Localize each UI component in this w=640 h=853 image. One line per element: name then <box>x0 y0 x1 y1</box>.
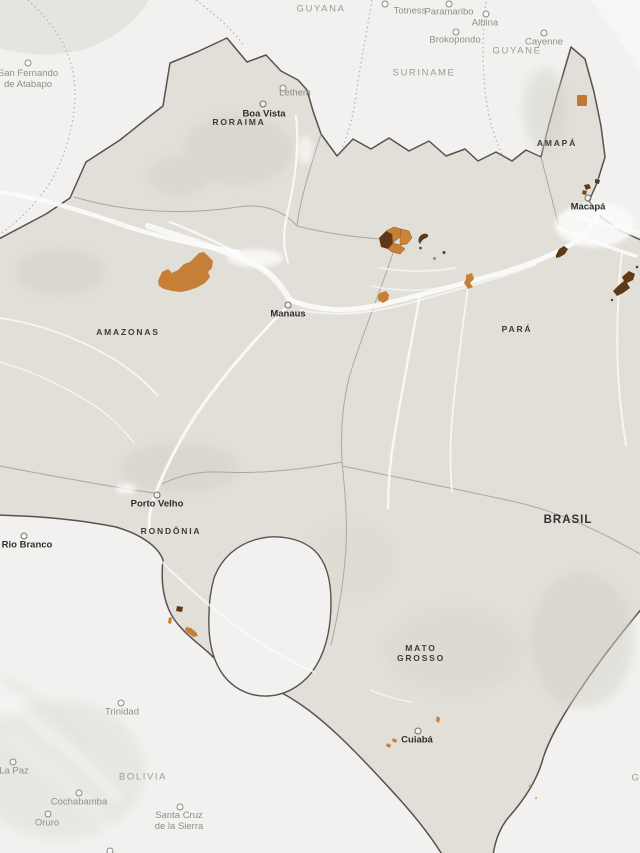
patch-cluster-brown <box>379 231 393 249</box>
patch-dot <box>635 265 639 269</box>
patch-rondonia-brown <box>176 606 183 612</box>
foreign-relief-northwest <box>0 0 149 55</box>
patch-dot <box>442 251 446 254</box>
patch-orange-small <box>378 291 389 303</box>
patch-dot <box>528 784 532 788</box>
patch-cluster-orange-2 <box>399 228 413 246</box>
patch-dot <box>419 246 422 250</box>
patch-rondonia-orange <box>168 617 172 624</box>
andes-relief <box>0 674 145 840</box>
patch-amapa <box>584 184 591 190</box>
patch-dot <box>433 257 436 260</box>
patch-dot <box>610 298 614 302</box>
patch-amazonas-large <box>158 252 213 292</box>
state-borders <box>0 133 640 646</box>
patch-dot <box>535 797 537 799</box>
atlantic-corner <box>589 0 640 71</box>
patch-squiggle-brown <box>418 233 429 244</box>
patch-mt <box>436 716 440 723</box>
bolivia-intrusion <box>208 536 332 697</box>
patch-para-orange <box>464 273 474 289</box>
patch-amapa <box>582 190 587 195</box>
patch-mt <box>386 743 391 748</box>
highlight-patches <box>158 95 639 799</box>
patch-cluster-orange-3 <box>387 242 406 255</box>
river-braids <box>116 136 635 494</box>
patch-para-brown <box>556 246 568 258</box>
foreign-borders <box>0 0 504 235</box>
relief-shading <box>15 68 634 708</box>
patch-amapa <box>595 179 600 184</box>
patch-mt <box>392 738 397 743</box>
rivers <box>0 114 640 703</box>
patch-rondonia-orange-2 <box>185 627 198 637</box>
patch-coast-square <box>577 95 587 106</box>
patch-east-brown <box>613 271 635 296</box>
